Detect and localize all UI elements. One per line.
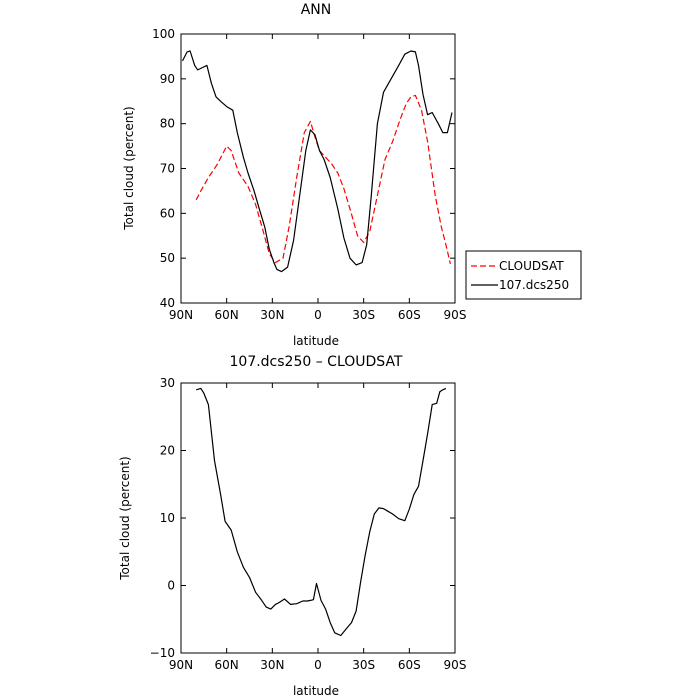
x-tick-label: 30S [352,308,375,322]
difference-axes: 90N 60N 30N 0 30S 60S 90S −10 0 10 20 30 [150,376,467,672]
series-line-107-dcs250 [181,50,453,273]
x-axis-label: latitude [293,334,339,348]
x-tick-label: 90N [169,308,193,322]
chart-title: 107.dcs250 – CLOUDSAT [230,354,403,370]
x-tick-label: 30N [260,308,284,322]
legend-label-107-dcs250: 107.dcs250 [499,278,569,292]
plot-frame [180,382,456,654]
chart-title: ANN [301,2,332,18]
x-tick-label: 90S [444,658,467,672]
x-axis-label: latitude [293,684,339,698]
series-line-cloudsat [195,94,451,265]
x-tick-label: 60S [398,658,421,672]
x-tick-label: 0 [314,308,322,322]
x-tick-label: 0 [314,658,322,672]
plot-frame [180,33,456,304]
x-tick-label: 90N [169,658,193,672]
x-tick-label: 30S [352,658,375,672]
y-axis-label: Total cloud (percent) [118,456,132,580]
legend-label-cloudsat: CLOUDSAT [499,259,564,273]
y-tick-label: 20 [160,444,175,458]
ann-series-group [181,50,453,273]
y-axis-label: Total cloud (percent) [122,106,136,230]
y-tick-label: −10 [150,646,175,660]
y-tick-label: 30 [160,376,175,390]
y-tick-label: 70 [160,162,175,176]
x-tick-label: 60N [215,658,239,672]
y-tick-label: 100 [152,27,175,41]
legend-box [465,250,582,300]
x-tick-label: 30N [260,658,284,672]
y-tick-label: 0 [167,579,175,593]
legend: CLOUDSAT 107.dcs250 [465,250,582,300]
y-tick-label: 50 [160,251,175,265]
x-tick-label: 60S [398,308,421,322]
y-tick-label: 80 [160,117,175,131]
y-tick-label: 90 [160,72,175,86]
y-tick-label: 10 [160,511,175,525]
x-tick-label: 90S [444,308,467,322]
series-line-difference [196,387,447,637]
y-tick-label: 40 [160,296,175,310]
x-tick-label: 60N [215,308,239,322]
difference-series-group [196,387,447,637]
difference-chart: 107.dcs250 – CLOUDSAT 90N 60N 30N 0 30S 60S 90… [118,354,466,698]
y-tick-label: 60 [160,206,175,220]
ann-axes: 90N 60N 30N 0 30S 60S 90S 40 50 60 70 80 90 100 [152,27,466,322]
ann-chart: ANN 90N 60N 30N 0 30S 60S 90S 40 50 60 70 80 90 100 l… [122,2,582,348]
